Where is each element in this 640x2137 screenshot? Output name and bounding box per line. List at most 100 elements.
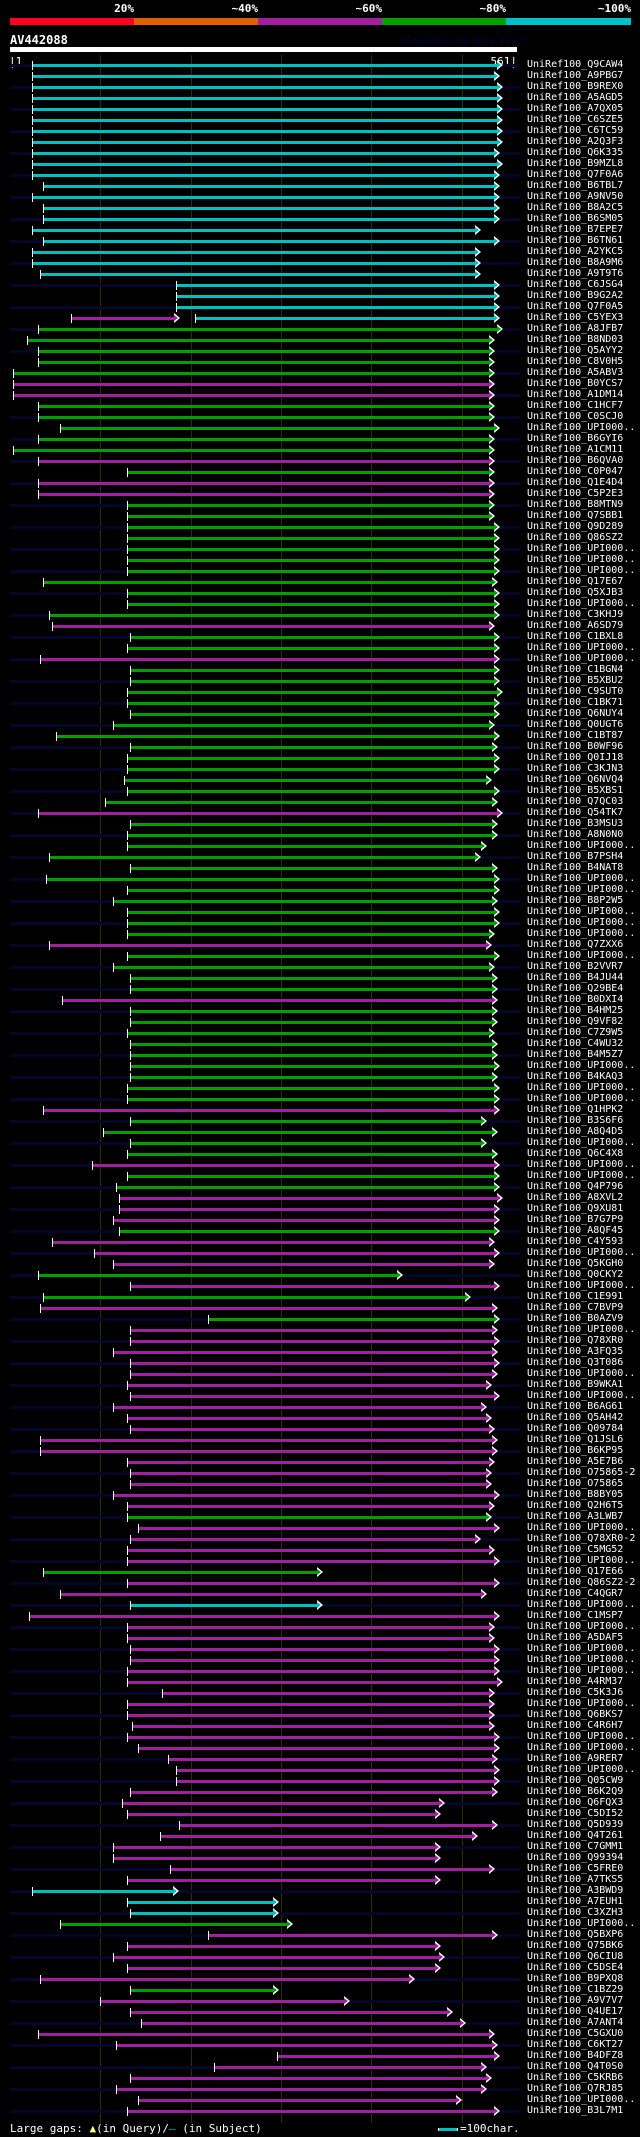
alignment-bar[interactable] <box>141 2022 461 2025</box>
alignment-bar[interactable] <box>38 482 489 485</box>
alignment-bar[interactable] <box>130 746 492 749</box>
hit-label[interactable]: UniRef100_UPI000.. <box>527 2094 636 2105</box>
alignment-bar[interactable] <box>31 130 498 133</box>
alignment-bar[interactable] <box>39 658 495 661</box>
hit-label[interactable]: UniRef100_Q9XU81 <box>527 1203 624 1214</box>
hit-label[interactable]: UniRef100_C5GXU0 <box>527 2028 624 2039</box>
alignment-bar[interactable] <box>195 317 495 320</box>
alignment-bar[interactable] <box>130 977 492 980</box>
alignment-bar[interactable] <box>127 834 492 837</box>
alignment-bar[interactable] <box>130 1076 492 1079</box>
hit-label[interactable]: UniRef100_B2VVR7 <box>527 961 624 972</box>
alignment-bar[interactable] <box>12 372 489 375</box>
alignment-bar[interactable] <box>130 2077 487 2080</box>
alignment-bar[interactable] <box>130 823 492 826</box>
alignment-bar[interactable] <box>130 1912 273 1915</box>
hit-label[interactable]: UniRef100_Q9VF82 <box>527 1016 624 1027</box>
hit-label[interactable]: UniRef100_Q7RJ85 <box>527 2083 624 2094</box>
hit-label[interactable]: UniRef100_B0AZV9 <box>527 1313 624 1324</box>
alignment-bar[interactable] <box>176 1780 495 1783</box>
alignment-bar[interactable] <box>43 1109 495 1112</box>
hit-label[interactable]: UniRef100_UPI000.. <box>527 653 636 664</box>
alignment-bar[interactable] <box>31 1890 173 1893</box>
alignment-bar[interactable] <box>127 702 495 705</box>
alignment-bar[interactable] <box>38 350 489 353</box>
alignment-bar[interactable] <box>127 2110 495 2113</box>
hit-label[interactable]: UniRef100_B3S6F6 <box>527 1115 624 1126</box>
alignment-bar[interactable] <box>127 1714 489 1717</box>
alignment-bar[interactable] <box>113 1406 481 1409</box>
hit-label[interactable]: UniRef100_B5XBU2 <box>527 675 624 686</box>
alignment-bar[interactable] <box>130 1538 475 1541</box>
hit-label[interactable]: UniRef100_UPI000.. <box>527 1390 636 1401</box>
alignment-bar[interactable] <box>127 537 495 540</box>
alignment-bar[interactable] <box>113 1846 435 1849</box>
alignment-bar[interactable] <box>127 1681 498 1684</box>
hit-label[interactable]: UniRef100_A2YKC5 <box>527 246 624 257</box>
alignment-bar[interactable] <box>27 339 489 342</box>
hit-label[interactable]: UniRef100_UPI000.. <box>527 1060 636 1071</box>
alignment-bar[interactable] <box>31 141 498 144</box>
hit-label[interactable]: UniRef100_Q78XR0-2 <box>527 1533 636 1544</box>
alignment-bar[interactable] <box>31 86 498 89</box>
hit-label[interactable]: UniRef100_Q78XR0 <box>527 1335 624 1346</box>
hit-label[interactable]: UniRef100_Q5XJB3 <box>527 587 624 598</box>
alignment-bar[interactable] <box>113 1219 495 1222</box>
hit-label[interactable]: UniRef100_Q2H6T5 <box>527 1500 624 1511</box>
alignment-bar[interactable] <box>127 504 489 507</box>
alignment-bar[interactable] <box>43 1296 465 1299</box>
hit-label[interactable]: UniRef100_A9PBG7 <box>527 70 624 81</box>
hit-label[interactable]: UniRef100_B4NAT8 <box>527 862 624 873</box>
hit-label[interactable]: UniRef100_C5MG52 <box>527 1544 624 1555</box>
alignment-bar[interactable] <box>103 1131 492 1134</box>
alignment-bar[interactable] <box>127 1879 435 1882</box>
alignment-bar[interactable] <box>176 306 495 309</box>
hit-label[interactable]: UniRef100_UPI000.. <box>527 1137 636 1148</box>
hit-label[interactable]: UniRef100_B9G2A2 <box>527 290 624 301</box>
hit-label[interactable]: UniRef100_C7Z9W5 <box>527 1027 624 1038</box>
hit-label[interactable]: UniRef100_C8V0H5 <box>527 356 624 367</box>
hit-label[interactable]: UniRef100_B8P2W5 <box>527 895 624 906</box>
hit-label[interactable]: UniRef100_UPI000.. <box>527 1280 636 1291</box>
alignment-bar[interactable] <box>48 944 487 947</box>
hit-label[interactable]: UniRef100_UPI000.. <box>527 1764 636 1775</box>
hit-label[interactable]: UniRef100_O75865 <box>527 1478 624 1489</box>
alignment-bar[interactable] <box>127 1087 495 1090</box>
hit-label[interactable]: UniRef100_C1HCF7 <box>527 400 624 411</box>
hit-label[interactable]: UniRef100_UPI000.. <box>527 928 636 939</box>
hit-label[interactable]: UniRef100_A1CM11 <box>527 444 624 455</box>
alignment-bar[interactable] <box>127 1098 495 1101</box>
hit-label[interactable]: UniRef100_B4DFZ8 <box>527 2050 624 2061</box>
alignment-bar[interactable] <box>59 427 495 430</box>
hit-label[interactable]: UniRef100_A2Q3F3 <box>527 136 624 147</box>
hit-label[interactable]: UniRef100_Q09784 <box>527 1423 624 1434</box>
alignment-bar[interactable] <box>127 922 495 925</box>
hit-label[interactable]: UniRef100_B4M5Z7 <box>527 1049 624 1060</box>
alignment-bar[interactable] <box>123 779 487 782</box>
hit-label[interactable]: UniRef100_B8MTN9 <box>527 499 624 510</box>
alignment-bar[interactable] <box>176 284 495 287</box>
alignment-bar[interactable] <box>48 856 475 859</box>
alignment-bar[interactable] <box>127 1461 489 1464</box>
alignment-bar[interactable] <box>104 801 492 804</box>
hit-label[interactable]: UniRef100_UPI000.. <box>527 1731 636 1742</box>
hit-label[interactable]: UniRef100_A3FQ35 <box>527 1346 624 1357</box>
hit-label[interactable]: UniRef100_C5KRB6 <box>527 2072 624 2083</box>
hit-label[interactable]: UniRef100_Q5BXP6 <box>527 1929 624 1940</box>
hit-label[interactable]: UniRef100_A8N0N0 <box>527 829 624 840</box>
hit-label[interactable]: UniRef100_UPI000.. <box>527 1654 636 1665</box>
hit-label[interactable]: UniRef100_Q7F0A5 <box>527 301 624 312</box>
alignment-bar[interactable] <box>132 1725 489 1728</box>
alignment-bar[interactable] <box>127 911 495 914</box>
hit-label[interactable]: UniRef100_B9PXQ8 <box>527 1973 624 1984</box>
hit-label[interactable]: UniRef100_Q4T261 <box>527 1830 624 1841</box>
alignment-bar[interactable] <box>127 691 498 694</box>
alignment-bar[interactable] <box>127 757 495 760</box>
alignment-bar[interactable] <box>130 1043 492 1046</box>
hit-label[interactable]: UniRef100_Q17E66 <box>527 1566 624 1577</box>
alignment-bar[interactable] <box>127 1670 495 1673</box>
alignment-bar[interactable] <box>71 317 175 320</box>
alignment-bar[interactable] <box>12 449 489 452</box>
hit-label[interactable]: UniRef100_A5AGD5 <box>527 92 624 103</box>
hit-label[interactable]: UniRef100_Q86SZ2-2 <box>527 1577 636 1588</box>
